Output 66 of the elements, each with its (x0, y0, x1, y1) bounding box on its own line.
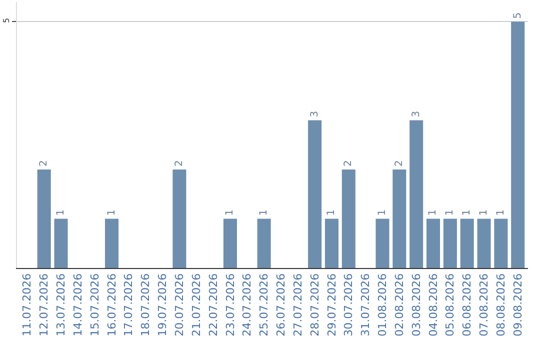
bar (37, 169, 51, 268)
bar (257, 218, 271, 268)
data-label: 1 (55, 209, 66, 216)
x-tick-label: 12.07.2026 (38, 273, 51, 336)
data-label: 1 (224, 209, 236, 216)
x-tick-label: 14.07.2026 (71, 273, 84, 336)
data-label: 2 (174, 160, 185, 166)
bar (308, 120, 322, 268)
bar (172, 169, 186, 268)
x-tick-label: 27.07.2026 (291, 273, 304, 336)
data-label: 1 (462, 209, 473, 216)
data-label: 2 (38, 160, 50, 166)
x-tick-label: 06.08.2026 (460, 273, 474, 336)
x-tick-label: 29.07.2026 (325, 273, 338, 336)
bar (443, 218, 457, 268)
x-tick-label: 09.08.2026 (511, 273, 524, 336)
x-tick-label: 03.08.2026 (410, 273, 423, 336)
x-tick-label: 18.07.2026 (139, 273, 152, 336)
data-label: 2 (394, 160, 405, 166)
data-label: 1 (478, 209, 490, 216)
data-label: 3 (309, 110, 320, 118)
x-tick-label: 13.07.2026 (54, 273, 68, 336)
x-tick-label: 26.07.2026 (274, 273, 288, 336)
x-tick-label: 22.07.2026 (206, 273, 220, 336)
x-tick-label: 17.07.2026 (122, 273, 136, 336)
x-tick-label: 19.07.2026 (156, 273, 170, 336)
x-tick-label: 28.07.2026 (308, 273, 322, 336)
x-tick-label: 31.07.2026 (359, 273, 372, 336)
data-label: 1 (376, 209, 388, 216)
bar (54, 218, 68, 268)
bar (324, 218, 338, 268)
x-tick-label: 07.08.2026 (478, 273, 491, 336)
bar (342, 169, 356, 268)
data-label: 1 (495, 209, 506, 216)
data-label: 1 (106, 209, 118, 216)
bar (223, 218, 237, 268)
x-tick-label: 02.08.2026 (392, 273, 406, 336)
x-tick-label: 21.07.2026 (190, 273, 203, 336)
bar (460, 218, 474, 268)
data-label: 1 (428, 209, 439, 216)
x-tick-label: 08.08.2026 (494, 273, 508, 336)
data-label: 5 (512, 12, 524, 19)
x-tick-label: 01.08.2026 (376, 273, 390, 336)
bar (477, 218, 491, 268)
x-tick-label: 04.08.2026 (426, 273, 440, 336)
bar (392, 169, 406, 268)
x-tick-label: 23.07.2026 (224, 273, 237, 336)
data-label: 1 (258, 209, 270, 216)
x-tick-label: 30.07.2026 (342, 273, 356, 336)
x-tick-label: 11.07.2026 (20, 273, 34, 336)
bar (410, 120, 424, 268)
x-tick-label: 20.07.2026 (173, 273, 186, 336)
bar (511, 22, 525, 268)
data-label: 2 (343, 160, 354, 166)
x-tick-label: 16.07.2026 (105, 273, 118, 336)
x-tick-label: 24.07.2026 (240, 273, 254, 336)
data-label: 3 (410, 110, 422, 118)
data-label: 1 (326, 209, 338, 216)
bar (376, 218, 390, 268)
bar (426, 218, 440, 268)
bar (494, 218, 508, 268)
x-tick-label: 05.08.2026 (444, 273, 457, 336)
x-tick-label: 15.07.2026 (88, 273, 102, 336)
bar (104, 218, 119, 268)
data-label: 1 (444, 209, 456, 216)
x-tick-label: 25.07.2026 (258, 273, 271, 336)
